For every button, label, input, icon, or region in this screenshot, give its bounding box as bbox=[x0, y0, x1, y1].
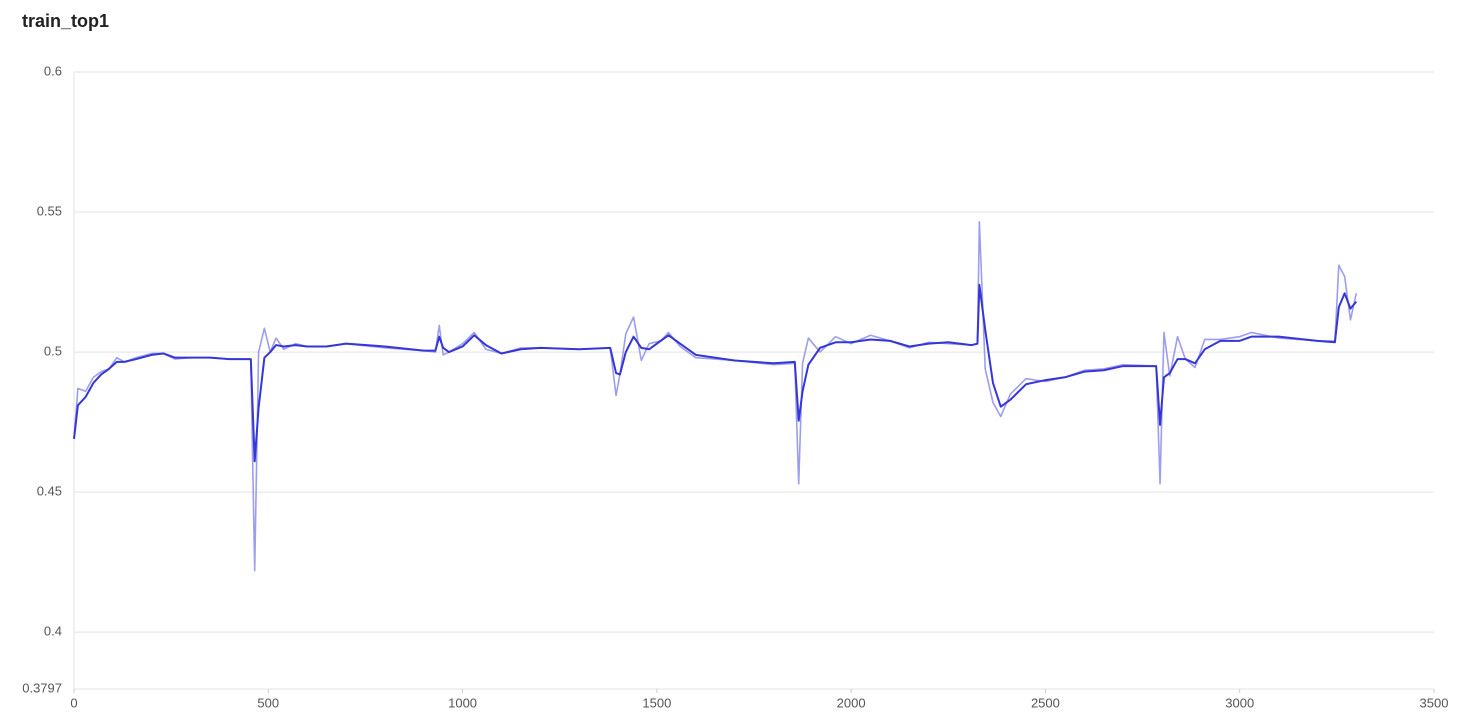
y-tick-label: 0.6 bbox=[44, 63, 62, 78]
x-tick-label: 2500 bbox=[1031, 695, 1060, 710]
y-tick-label: 0.45 bbox=[37, 484, 62, 499]
y-tick-label: 0.3797 bbox=[22, 680, 62, 695]
x-tick-label: 500 bbox=[257, 695, 279, 710]
x-tick-label: 3500 bbox=[1420, 695, 1449, 710]
chart-title: train_top1 bbox=[22, 11, 109, 31]
y-tick-label: 0.55 bbox=[37, 203, 62, 218]
y-tick-label: 0.4 bbox=[44, 624, 62, 639]
x-tick-label: 2000 bbox=[837, 695, 866, 710]
x-tick-label: 1000 bbox=[448, 695, 477, 710]
x-tick-label: 1500 bbox=[642, 695, 671, 710]
series-line bbox=[73, 283, 1358, 463]
x-tick-label: 0 bbox=[70, 695, 77, 710]
y-tick-label: 0.5 bbox=[44, 344, 62, 359]
series-line bbox=[73, 221, 1358, 572]
x-tick-label: 3000 bbox=[1225, 695, 1254, 710]
